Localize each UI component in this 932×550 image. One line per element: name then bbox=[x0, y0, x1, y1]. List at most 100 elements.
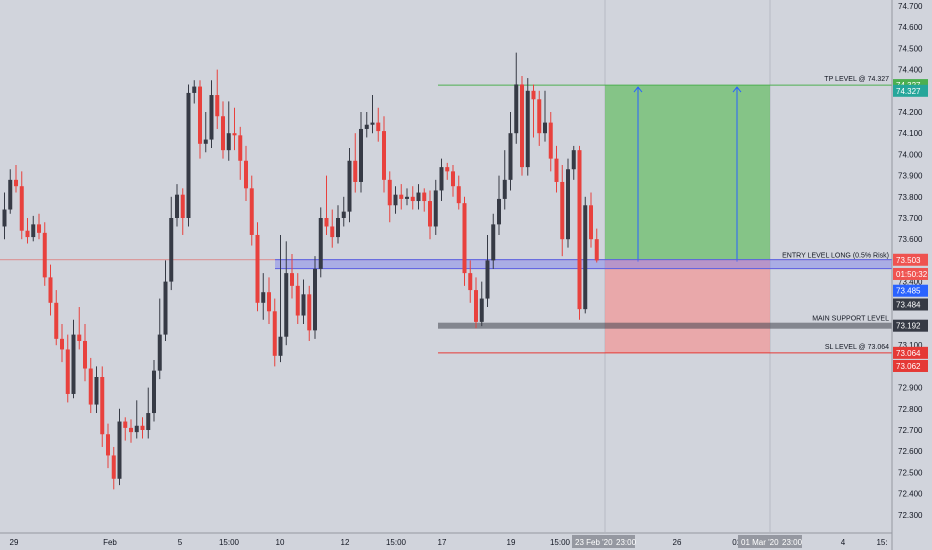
price-tag bbox=[893, 298, 928, 311]
time-axis-highlight-date-2: 01 Mar '20 bbox=[741, 538, 779, 547]
stop-loss-zone bbox=[605, 259, 770, 353]
candle-body bbox=[479, 298, 484, 322]
price-tag-label: 74.327 bbox=[896, 87, 921, 96]
price-tick-label: 72.500 bbox=[898, 468, 923, 477]
candle-body bbox=[514, 84, 519, 134]
candle-body bbox=[594, 239, 599, 261]
candle-body bbox=[232, 133, 237, 136]
candle-body bbox=[387, 179, 392, 206]
position-tool-long[interactable] bbox=[605, 85, 770, 353]
price-tag-label: 73.062 bbox=[896, 362, 921, 371]
candle-body bbox=[405, 196, 409, 199]
candle-body bbox=[520, 84, 524, 168]
candle-body bbox=[422, 192, 427, 202]
price-tag-label: 01:50:32 bbox=[896, 270, 928, 279]
price-tick-label: 73.100 bbox=[898, 341, 923, 350]
candle-body bbox=[267, 292, 271, 312]
candle-body bbox=[393, 194, 398, 206]
candle-body bbox=[71, 334, 76, 394]
price-tick-label: 72.900 bbox=[898, 384, 923, 393]
candle-body bbox=[60, 338, 64, 350]
candle-body bbox=[531, 90, 536, 100]
candle-body bbox=[313, 268, 317, 331]
price-tag-label: 73.484 bbox=[896, 300, 921, 309]
candle-body bbox=[560, 181, 565, 240]
candle-body bbox=[54, 302, 59, 339]
candle-body bbox=[175, 194, 179, 218]
candle-body bbox=[48, 277, 53, 303]
price-tick-label: 74.600 bbox=[898, 23, 923, 32]
candle-body bbox=[198, 86, 202, 144]
price-axis[interactable]: 74.70074.60074.50074.40074.30074.20074.1… bbox=[891, 0, 928, 550]
candle-body bbox=[353, 160, 358, 182]
time-tick-label: 26 bbox=[673, 538, 682, 547]
target-arrow-right-head-icon bbox=[732, 86, 742, 93]
candle-body bbox=[399, 194, 404, 199]
candle-body bbox=[451, 171, 455, 187]
candle-body bbox=[19, 186, 24, 231]
candle-body bbox=[543, 122, 547, 134]
price-tick-label: 74.500 bbox=[898, 44, 923, 53]
candle-body bbox=[272, 311, 277, 356]
candle-body bbox=[77, 334, 82, 341]
candle-body bbox=[209, 95, 214, 140]
candle-body bbox=[508, 133, 513, 180]
candle-body bbox=[226, 133, 231, 151]
candle-body bbox=[468, 273, 473, 291]
candle-body bbox=[88, 368, 93, 405]
candle-body bbox=[111, 455, 116, 479]
candle-body bbox=[589, 205, 593, 240]
candle-body bbox=[537, 99, 542, 134]
price-tick-label: 74.200 bbox=[898, 108, 923, 117]
candle-body bbox=[474, 290, 478, 322]
time-tick-label: 12 bbox=[341, 538, 350, 547]
price-tick-label: 74.000 bbox=[898, 150, 923, 159]
candle-body bbox=[65, 349, 70, 394]
price-tag-label: 73.485 bbox=[896, 287, 921, 296]
take-profit-zone bbox=[605, 85, 770, 260]
candle-body bbox=[203, 139, 208, 144]
price-tick-label: 73.900 bbox=[898, 172, 923, 181]
price-tick-label: 73.600 bbox=[898, 235, 923, 244]
candle-body bbox=[8, 179, 13, 210]
candle-body bbox=[140, 425, 145, 430]
price-tick-label: 72.300 bbox=[898, 511, 923, 520]
entry-level-label: ENTRY LEVEL LONG (0.5% Risk) bbox=[782, 253, 889, 260]
price-tick-label: 72.400 bbox=[898, 490, 923, 499]
candle-body bbox=[31, 224, 36, 238]
main-support-band[interactable] bbox=[438, 322, 892, 329]
candle-body bbox=[445, 167, 450, 172]
target-arrow-left-head-icon bbox=[633, 86, 643, 93]
tp-level-label: TP LEVEL @ 74.327 bbox=[824, 76, 889, 83]
time-tick-label: 15:00 bbox=[219, 538, 240, 547]
candle-body bbox=[284, 273, 289, 337]
candle-body bbox=[244, 160, 248, 189]
main-support-level-label: MAIN SUPPORT LEVEL bbox=[812, 316, 889, 323]
candle-body bbox=[2, 209, 7, 227]
time-axis-highlight-2 bbox=[738, 535, 802, 548]
price-tick-label: 74.100 bbox=[898, 129, 923, 138]
price-axis-tags: 74.32774.32773.50301:50:3273.48573.48473… bbox=[893, 79, 928, 372]
price-tick-label: 72.600 bbox=[898, 447, 923, 456]
time-tick-label: Feb bbox=[103, 538, 117, 547]
candle-body bbox=[169, 218, 174, 282]
candle-body bbox=[336, 218, 340, 238]
candle-body bbox=[370, 122, 375, 125]
candle-body bbox=[261, 292, 266, 303]
candle-body bbox=[364, 124, 369, 129]
candle-body bbox=[324, 218, 329, 227]
candle-body bbox=[554, 158, 559, 182]
price-tag bbox=[893, 267, 928, 280]
price-tag bbox=[893, 346, 928, 359]
candle-body bbox=[428, 201, 432, 227]
candle-body bbox=[376, 122, 381, 132]
price-tag bbox=[893, 284, 928, 297]
candle-body bbox=[157, 334, 162, 371]
time-tick-label: 29 bbox=[10, 538, 19, 547]
candle-body bbox=[462, 203, 467, 274]
price-tick-label: 73.800 bbox=[898, 193, 923, 202]
candle-body bbox=[83, 340, 87, 369]
